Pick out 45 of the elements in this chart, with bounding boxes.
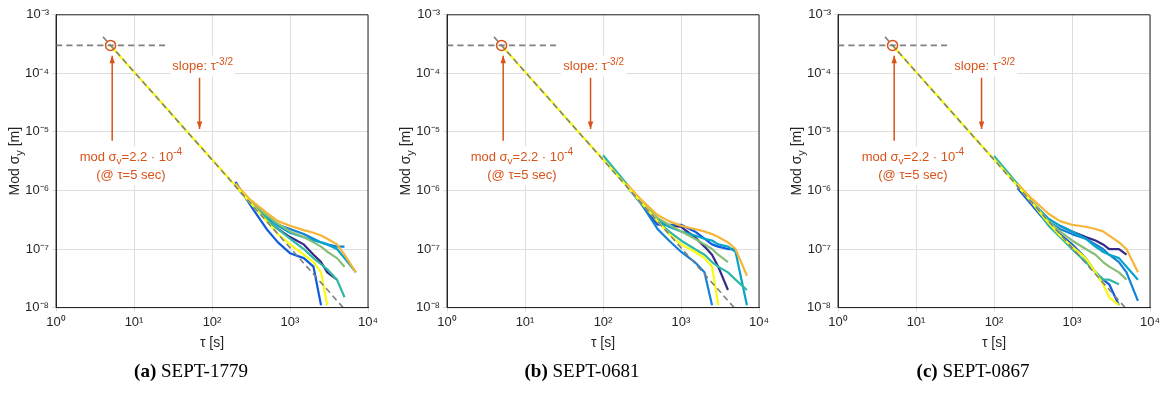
y-tick-label: 10⁻⁶	[416, 182, 441, 198]
annotation: (@ τ=5 sec)	[878, 167, 948, 183]
y-tick-label: 10⁻⁵	[25, 123, 50, 139]
x-tick-label: 10⁰	[437, 313, 457, 329]
x-tick-label: 10⁴	[748, 313, 770, 329]
y-tick-label: 10⁻³	[808, 6, 832, 22]
y-tick-label: 10⁻⁴	[807, 64, 832, 80]
text: (c) SEPT-0867	[916, 360, 1030, 382]
x-tick-label: 10⁰	[46, 313, 66, 329]
y-tick-label: 10⁻⁷	[416, 240, 441, 256]
y-tick-label: 10⁻³	[26, 6, 50, 22]
x-tick-label: 10³	[1062, 313, 1083, 329]
y-tick-label: 10⁻⁵	[416, 123, 441, 139]
y-tick-label: 10⁻⁷	[807, 240, 832, 256]
x-tick-label: 10²	[593, 313, 614, 329]
x-tick-label: 10⁴	[1139, 313, 1161, 329]
x-axis-title: τ [s]	[981, 334, 1007, 351]
text: (a) SEPT-1779	[134, 360, 248, 382]
y-axis-title: Mod σy [m]	[6, 126, 26, 196]
x-tick-label: 10⁰	[828, 313, 848, 329]
y-tick-label: 10⁻⁸	[807, 299, 832, 315]
x-tick-label: 10²	[202, 313, 223, 329]
y-tick-label: 10⁻⁸	[416, 299, 441, 315]
x-tick-label: 10⁴	[357, 313, 379, 329]
y-axis-title: Mod σy [m]	[397, 126, 417, 196]
x-tick-label: 10¹	[124, 313, 145, 329]
y-tick-label: 10⁻⁷	[25, 240, 50, 256]
y-tick-label: 10⁻⁴	[25, 64, 50, 80]
x-tick-label: 10²	[984, 313, 1005, 329]
x-axis-title: τ [s]	[590, 334, 616, 351]
x-tick-label: 10³	[671, 313, 692, 329]
y-tick-label: 10⁻⁶	[25, 182, 50, 198]
x-tick-label: 10¹	[515, 313, 536, 329]
y-tick-label: 10⁻⁵	[807, 123, 832, 139]
text: (b) SEPT-0681	[524, 360, 640, 382]
y-axis-title: Mod σy [m]	[788, 126, 808, 196]
x-tick-label: 10³	[280, 313, 301, 329]
y-tick-label: 10⁻⁴	[416, 64, 441, 80]
y-tick-label: 10⁻⁸	[25, 299, 50, 315]
y-tick-label: 10⁻⁶	[807, 182, 832, 198]
x-tick-label: 10¹	[906, 313, 927, 329]
y-tick-label: 10⁻³	[417, 6, 441, 22]
x-axis-title: τ [s]	[199, 334, 225, 351]
annotation: (@ τ=5 sec)	[487, 167, 557, 183]
annotation: (@ τ=5 sec)	[96, 167, 166, 183]
